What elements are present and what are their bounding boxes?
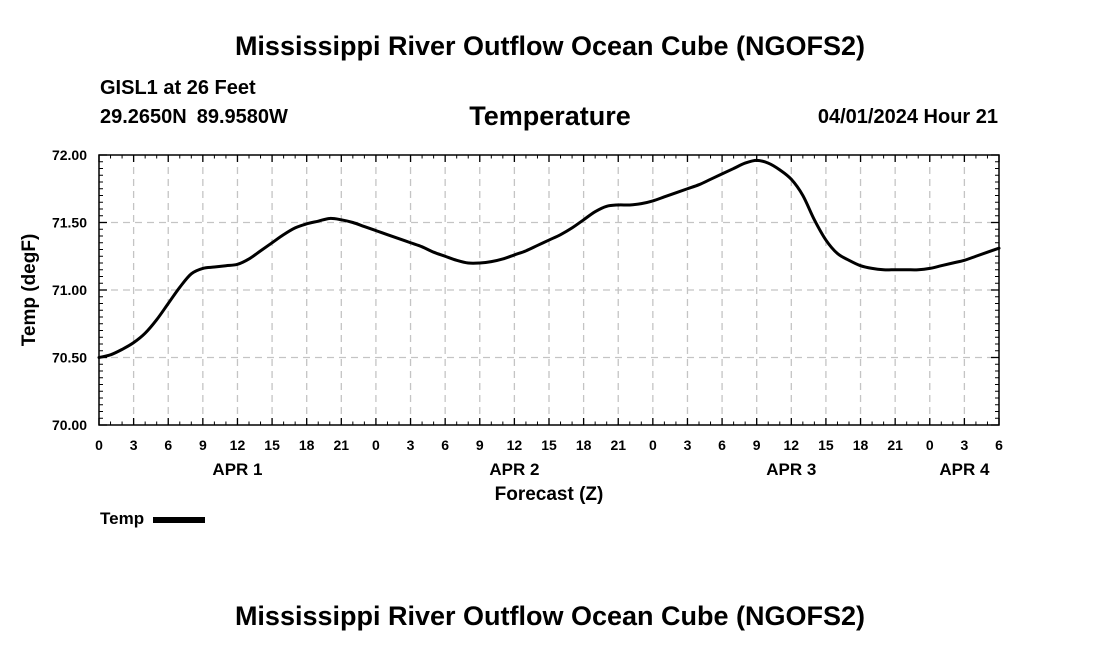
x-tick-label: 21 bbox=[334, 437, 350, 453]
x-tick-label: 3 bbox=[407, 437, 415, 453]
x-tick-label: 3 bbox=[960, 437, 968, 453]
x-tick-label: 18 bbox=[576, 437, 592, 453]
x-tick-label: 9 bbox=[753, 437, 761, 453]
x-tick-label: 15 bbox=[541, 437, 557, 453]
legend-swatch bbox=[153, 517, 206, 523]
x-tick-label: 21 bbox=[887, 437, 903, 453]
legend: Temp bbox=[100, 509, 206, 529]
station-label: GISL1 at 26 Feet bbox=[100, 77, 256, 99]
x-tick-label: 12 bbox=[230, 437, 246, 453]
y-tick-label: 72.00 bbox=[52, 147, 87, 163]
day-label: APR 2 bbox=[489, 460, 539, 479]
x-tick-label: 0 bbox=[649, 437, 657, 453]
x-tick-label: 12 bbox=[784, 437, 800, 453]
plot-frame bbox=[98, 154, 1000, 426]
x-tick-label: 0 bbox=[926, 437, 934, 453]
footer-title: Mississippi River Outflow Ocean Cube (NG… bbox=[234, 601, 866, 631]
longitude-label: 89.9580W bbox=[196, 106, 288, 128]
chart-title: Mississippi River Outflow Ocean Cube (NG… bbox=[234, 31, 866, 61]
day-label: APR 4 bbox=[939, 460, 990, 479]
y-tick-label: 71.50 bbox=[52, 215, 87, 231]
x-tick-label: 6 bbox=[995, 437, 1003, 453]
x-tick-label: 9 bbox=[476, 437, 484, 453]
legend-label: Temp bbox=[100, 509, 145, 528]
latitude-label: 29.2650N bbox=[100, 106, 187, 128]
x-tick-label: 18 bbox=[299, 437, 315, 453]
day-label: APR 1 bbox=[212, 460, 262, 479]
forecast-datetime: 04/01/2024 Hour 21 bbox=[817, 106, 998, 128]
x-tick-label: 3 bbox=[130, 437, 138, 453]
x-tick-label: 0 bbox=[95, 437, 103, 453]
x-tick-label: 6 bbox=[718, 437, 726, 453]
x-tick-label: 6 bbox=[164, 437, 172, 453]
x-tick-label: 15 bbox=[818, 437, 834, 453]
x-axis-title: Forecast (Z) bbox=[495, 484, 604, 505]
y-axis-title: Temp (degF) bbox=[19, 234, 40, 347]
x-tick-label: 3 bbox=[684, 437, 692, 453]
x-tick-label: 9 bbox=[199, 437, 207, 453]
y-tick-label: 70.00 bbox=[52, 417, 87, 433]
temp-series-line bbox=[97, 158, 1001, 359]
grid bbox=[99, 155, 999, 425]
x-tick-label: 15 bbox=[264, 437, 280, 453]
variable-title: Temperature bbox=[469, 101, 631, 131]
y-tick-label: 70.50 bbox=[52, 350, 87, 366]
x-tick-label: 12 bbox=[507, 437, 523, 453]
y-tick-label: 71.00 bbox=[52, 282, 87, 298]
day-label: APR 3 bbox=[766, 460, 816, 479]
x-tick-label: 21 bbox=[610, 437, 626, 453]
coordinates: 29.2650N 89.9580W bbox=[100, 106, 288, 128]
x-tick-label: 6 bbox=[441, 437, 449, 453]
x-tick-label: 18 bbox=[853, 437, 869, 453]
axis-labels: 0 3 6 9 12 15 18 21 0 3 6 9 12 15 18 21 0 3 6 9 12 15 18 21 0 3 6 7… bbox=[52, 147, 1003, 479]
x-tick-label: 0 bbox=[372, 437, 380, 453]
